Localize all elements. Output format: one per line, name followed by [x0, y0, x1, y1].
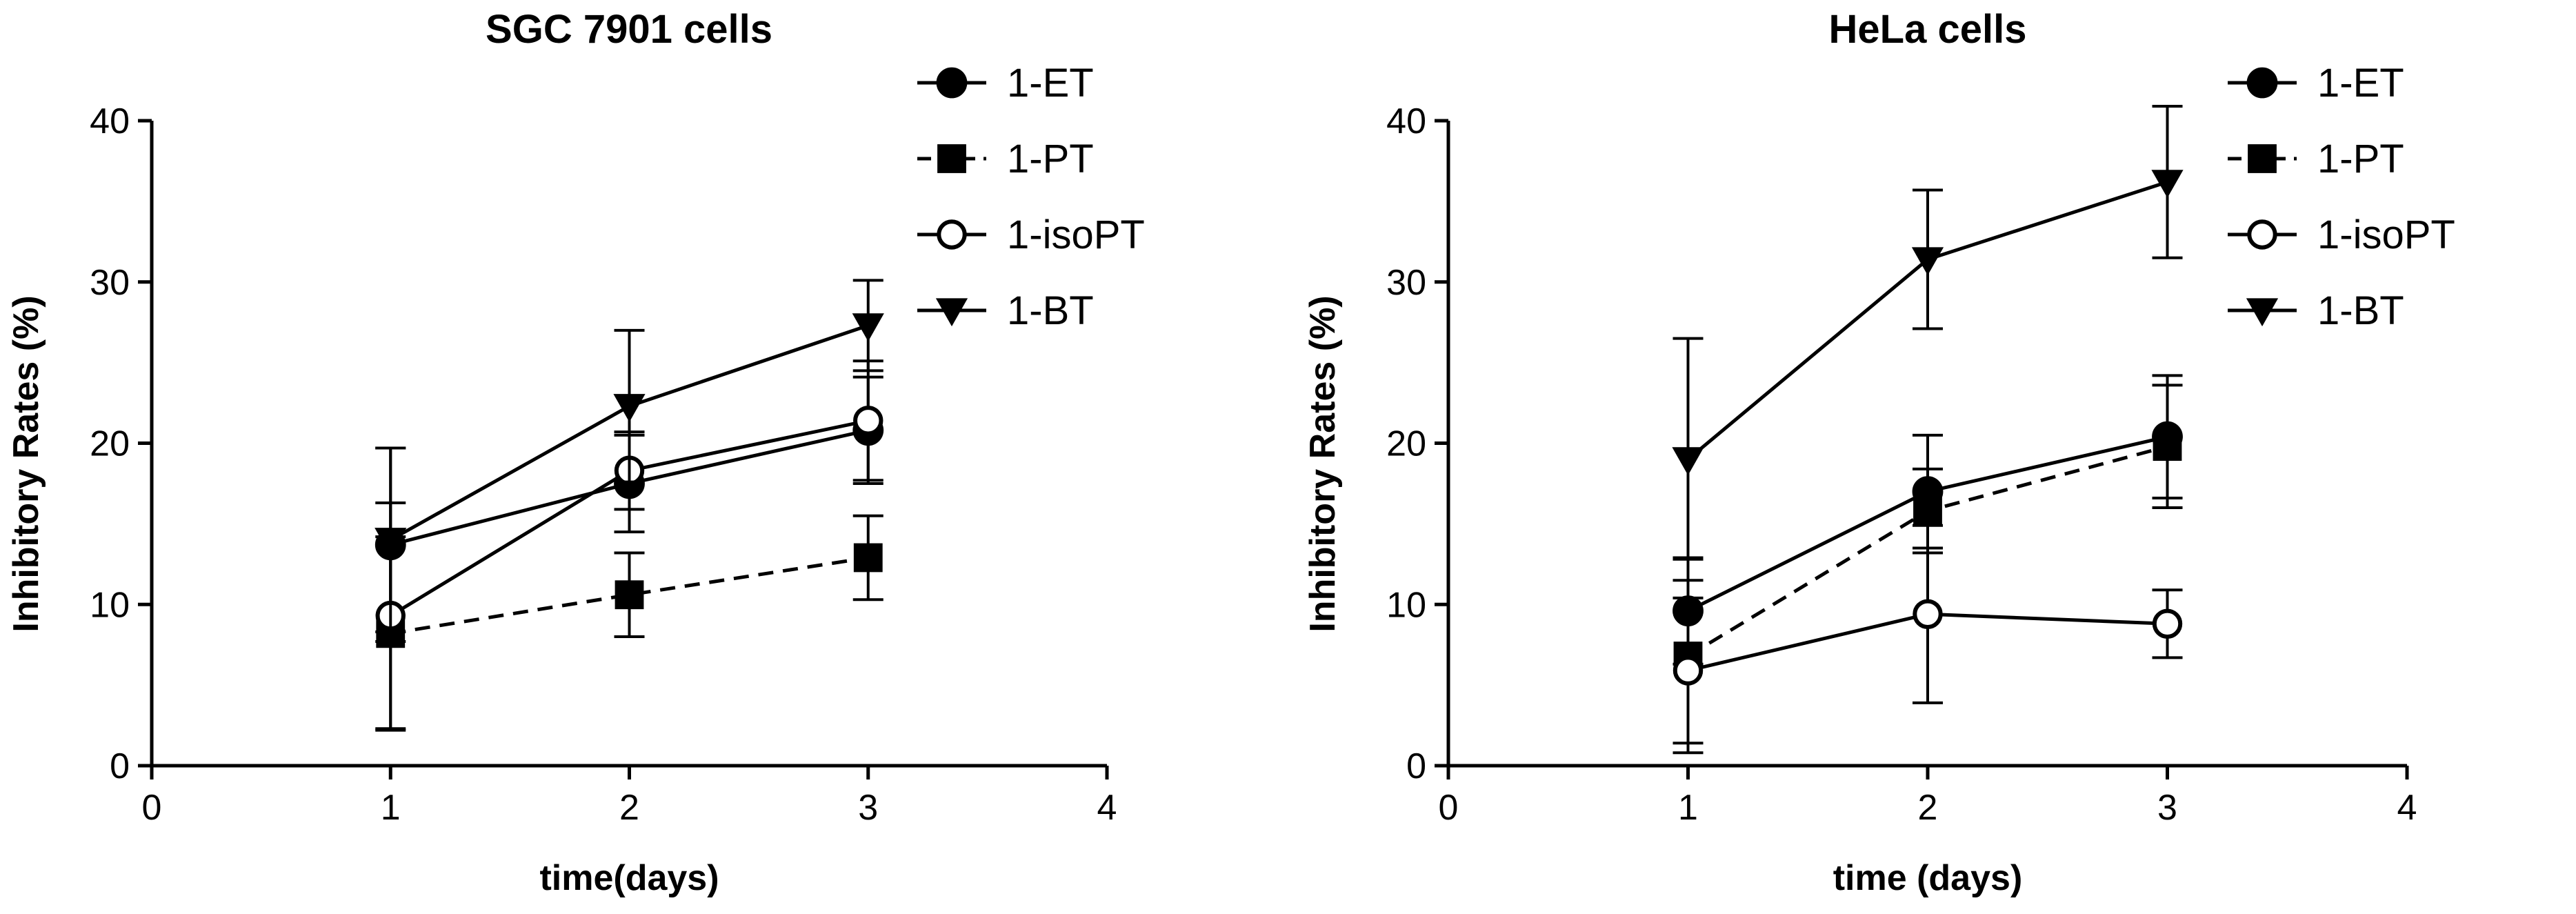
x-axis-label: time (days)	[1833, 858, 2023, 898]
data-point	[2151, 170, 2184, 198]
legend-marker	[2247, 219, 2277, 250]
series-line	[390, 555, 869, 635]
legend-item: 1-PT	[2228, 137, 2404, 181]
legend-label: 1-BT	[1007, 288, 1094, 333]
y-tick-label: 10	[1386, 585, 1426, 625]
x-tick-label: 3	[2157, 788, 2177, 828]
legend-label: 1-PT	[1007, 137, 1094, 181]
legend-label: 1-ET	[1007, 61, 1094, 106]
legend-marker	[2248, 144, 2277, 173]
legend-marker	[936, 67, 968, 99]
data-point	[613, 394, 646, 422]
legend-marker	[2246, 298, 2279, 327]
y-tick-label: 30	[90, 263, 130, 303]
data-point	[375, 528, 407, 556]
legend-label: 1-isoPT	[1007, 212, 1145, 257]
series-1-isoPT	[1673, 524, 2183, 745]
legend-marker	[2246, 67, 2278, 99]
legend-item: 1-ET	[917, 61, 1094, 106]
x-tick-label: 0	[1439, 788, 1459, 828]
x-tick-label: 2	[1918, 788, 1938, 828]
legend-label: 1-ET	[2317, 61, 2404, 106]
x-tick-label: 1	[1678, 788, 1698, 828]
x-tick-label: 4	[1097, 788, 1117, 828]
data-point	[853, 406, 883, 436]
series-1-PT	[1673, 384, 2183, 755]
legend-item: 1-PT	[917, 137, 1094, 181]
legend-marker	[937, 219, 967, 250]
y-tick-label: 30	[1386, 263, 1426, 303]
legend: 1-ET 1-PT 1-isoPT 1-BT	[2228, 61, 2455, 333]
y-tick-label: 40	[90, 101, 130, 141]
y-axis-label: Inhibitory Rates (%)	[1303, 295, 1343, 632]
y-tick-label: 20	[90, 424, 130, 464]
y-tick-label: 20	[1386, 424, 1426, 464]
data-point	[1673, 655, 1704, 686]
data-point	[615, 580, 644, 610]
data-point	[2152, 608, 2183, 639]
x-axis-label: time(days)	[539, 858, 719, 898]
legend-item: 1-isoPT	[917, 212, 1145, 257]
x-tick-label: 2	[619, 788, 639, 828]
chart-title: SGC 7901 cells	[486, 7, 772, 52]
y-tick-label: 0	[1406, 746, 1426, 786]
data-point	[1913, 496, 1942, 526]
y-tick-label: 10	[90, 585, 130, 625]
y-tick-label: 0	[110, 746, 130, 786]
y-axis-label: Inhibitory Rates (%)	[6, 295, 46, 632]
data-point	[1913, 599, 1943, 629]
legend-item: 1-ET	[2228, 61, 2404, 106]
chart-title: HeLa cells	[1829, 7, 2027, 52]
legend-label: 1-isoPT	[2317, 212, 2455, 257]
legend-item: 1-BT	[917, 288, 1094, 333]
legend-item: 1-BT	[2228, 288, 2404, 333]
legend-marker	[937, 144, 966, 173]
x-tick-label: 3	[858, 788, 878, 828]
legend: 1-ET 1-PT 1-isoPT 1-BT	[917, 61, 1145, 333]
legend-label: 1-BT	[2317, 288, 2404, 333]
data-point	[852, 313, 884, 341]
x-tick-label: 4	[2397, 788, 2417, 828]
legend-label: 1-PT	[2317, 137, 2404, 181]
x-tick-label: 0	[142, 788, 162, 828]
legend-item: 1-isoPT	[2228, 212, 2455, 257]
legend-marker	[935, 298, 968, 327]
series-1-BT	[1672, 104, 2184, 582]
x-tick-label: 1	[381, 788, 401, 828]
y-tick-label: 40	[1386, 101, 1426, 141]
data-point	[853, 543, 883, 573]
data-point	[2153, 432, 2182, 461]
series-1-PT	[375, 514, 883, 732]
series-1-BT	[375, 279, 884, 633]
data-point	[1911, 247, 1944, 276]
data-point	[1672, 447, 1704, 475]
